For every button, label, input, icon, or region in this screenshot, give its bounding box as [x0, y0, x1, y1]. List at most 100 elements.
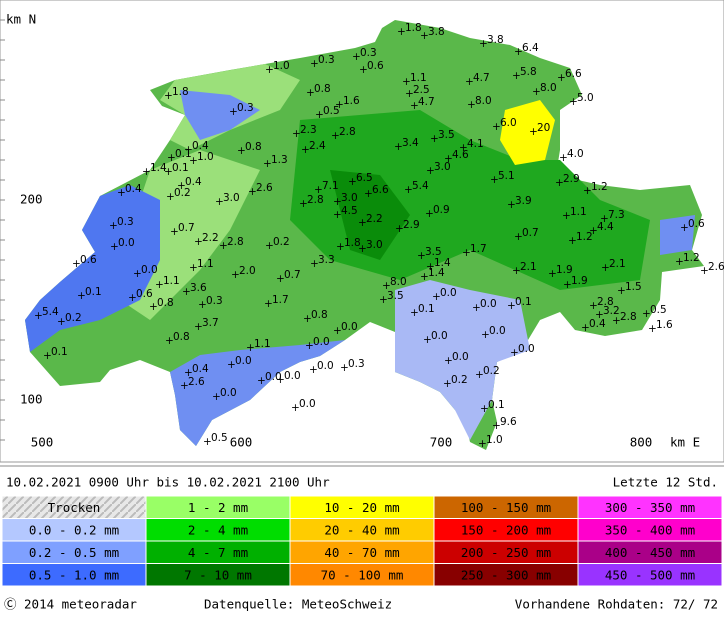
station-marker: + [364, 188, 373, 200]
station-value: 1.1 [570, 206, 587, 218]
station-marker: + [680, 222, 689, 234]
station-marker: + [394, 141, 403, 153]
station-value: 1.2 [591, 181, 608, 193]
station-marker: + [246, 342, 255, 354]
station-marker: + [128, 292, 137, 304]
station-value: 0.3 [117, 216, 134, 228]
station-marker: + [180, 380, 189, 392]
station-value: 0.0 [235, 355, 252, 367]
station-value: 0.0 [341, 321, 358, 333]
station-value: 1.0 [273, 60, 290, 72]
legend-label: 350 - 400 mm [605, 522, 695, 537]
station-value: 2.9 [563, 173, 580, 185]
station-marker: + [642, 308, 651, 320]
station-marker: + [166, 191, 175, 203]
station-value: 1.1 [410, 72, 427, 84]
station-value: 2.6 [708, 261, 724, 273]
station-value: 0.0 [480, 298, 497, 310]
station-marker: + [264, 298, 273, 310]
station-value: 7.3 [608, 209, 625, 221]
station-value: 1.7 [470, 243, 487, 255]
station-value: 1.9 [556, 264, 573, 276]
station-value: 0.6 [80, 254, 97, 266]
station-marker: + [555, 177, 564, 189]
station-value: 1.4 [434, 257, 451, 269]
legend-label: 400 - 450 mm [605, 545, 695, 560]
station-value: 0.3 [348, 358, 365, 370]
station-value: 0.3 [318, 54, 335, 66]
station-marker: + [700, 265, 709, 277]
station-value: 0.0 [431, 330, 448, 342]
station-marker: + [248, 186, 257, 198]
station-value: 0.2 [174, 187, 191, 199]
station-marker: + [589, 300, 598, 312]
station-value: 2.9 [403, 219, 420, 231]
station-value: 1.1 [163, 275, 180, 287]
station-value: 8.0 [540, 82, 557, 94]
station-marker: + [34, 310, 43, 322]
station-value: 3.5 [425, 246, 442, 258]
station-marker: + [358, 217, 367, 229]
station-value: 4.7 [473, 72, 490, 84]
station-value: 3.0 [434, 161, 451, 173]
x-label: 500 [31, 435, 54, 450]
station-marker: + [335, 99, 344, 111]
station-marker: + [583, 185, 592, 197]
station-marker: + [331, 130, 340, 142]
station-marker: + [265, 240, 274, 252]
station-value: 5.0 [577, 92, 594, 104]
station-value: 0.1 [488, 399, 505, 411]
station-marker: + [529, 126, 538, 138]
station-marker: + [479, 38, 488, 50]
station-marker: + [229, 106, 238, 118]
station-value: 4.6 [452, 149, 469, 161]
station-value: 0.0 [141, 264, 158, 276]
raw-data: Vorhandene Rohdaten: 72/ 72 [515, 597, 718, 612]
station-marker: + [462, 247, 471, 259]
station-value: 0.3 [360, 47, 377, 59]
station-value: 3.4 [402, 137, 419, 149]
station-value: 0.0 [265, 371, 282, 383]
station-value: 2.5 [413, 84, 430, 96]
station-value: 1.8 [172, 86, 189, 98]
station-marker: + [170, 226, 179, 238]
station-marker: + [263, 158, 272, 170]
station-marker: + [301, 144, 310, 156]
station-value: 0.1 [515, 296, 532, 308]
station-marker: + [600, 213, 609, 225]
station-value: 0.8 [314, 83, 331, 95]
station-value: 0.2 [65, 312, 82, 324]
stations: +1.8+ 3.8+ 3.8+ 6.4+ 0.3+ 0.6+ 0.3+ 1.0+ 1.1 +4.7… [34, 22, 724, 450]
station-marker: + [310, 258, 319, 270]
station-marker: + [310, 58, 319, 70]
station-marker: + [315, 109, 324, 121]
station-value: 0.3 [237, 102, 254, 114]
station-marker: + [612, 315, 621, 327]
station-value: 0.8 [157, 297, 174, 309]
station-value: 7.1 [322, 180, 339, 192]
station-value: 4.1 [467, 138, 484, 150]
station-value: 0.1 [85, 286, 102, 298]
station-value: 1.1 [197, 258, 214, 270]
station-value: 0.0 [452, 351, 469, 363]
legend-label: 450 - 500 mm [605, 567, 695, 582]
station-marker: + [189, 262, 198, 274]
legend-label: 0.0 - 0.2 mm [29, 522, 119, 537]
station-marker: + [559, 152, 568, 164]
station-value: 4.5 [341, 205, 358, 217]
station-value: 0.5 [323, 105, 340, 117]
station-value: 20 [537, 122, 550, 134]
station-marker: + [423, 334, 432, 346]
station-marker: + [227, 359, 236, 371]
station-value: 0.3 [206, 295, 223, 307]
station-marker: + [72, 258, 81, 270]
station-marker: + [194, 321, 203, 333]
station-value: 6.6 [565, 68, 582, 80]
x-unit: km E [670, 435, 700, 450]
station-value: 0.4 [192, 363, 209, 375]
station-value: 0.2 [483, 365, 500, 377]
station-marker: + [165, 335, 174, 347]
station-value: 2.6 [256, 182, 273, 194]
station-value: 2.8 [620, 311, 637, 323]
